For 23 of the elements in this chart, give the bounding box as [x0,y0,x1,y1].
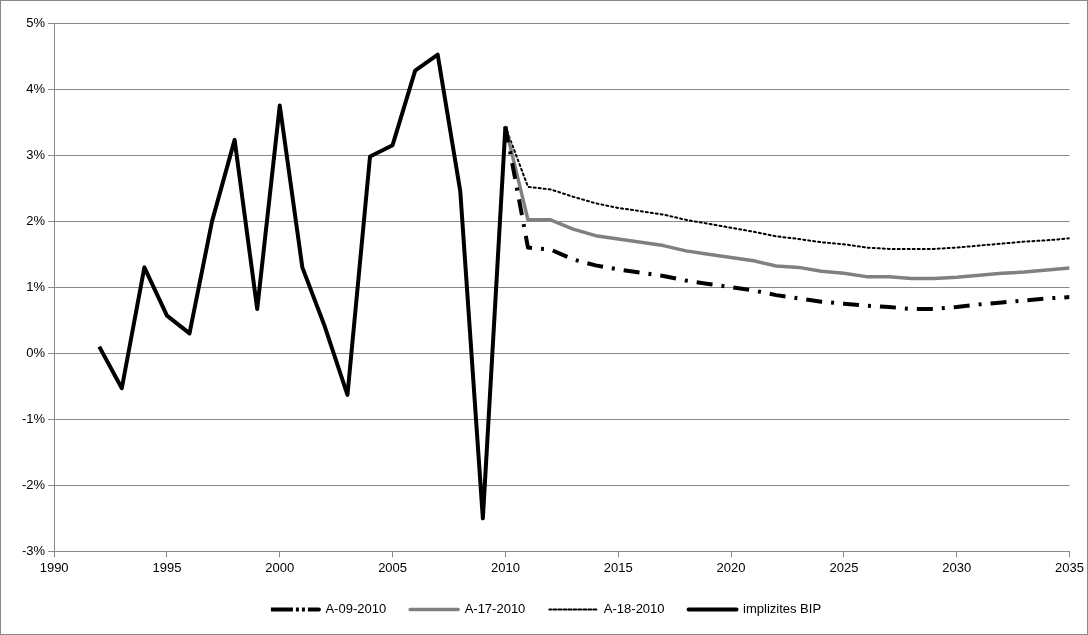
legend-label: A-17-2010 [464,601,526,617]
legend-label: A-09-2010 [325,601,387,617]
x-tick-label: 2010 [490,559,520,575]
x-tick-label: 1995 [152,559,182,575]
x-tick-label: 2030 [942,559,972,575]
y-tick-label: 4% [26,80,46,96]
legend-label: implizites BIP [743,601,822,617]
x-tick-label: 2035 [1055,559,1084,575]
x-tick-label: 1990 [39,559,69,575]
y-tick-label: 2% [26,212,46,228]
x-tick-label: 2005 [378,559,408,575]
x-tick-label: 2025 [829,559,859,575]
y-tick-label: 3% [26,146,46,162]
x-tick-label: 2020 [716,559,746,575]
y-tick-label: 5% [26,14,46,30]
legend-label: A-18-2010 [603,601,665,617]
y-tick-label: 1% [26,278,46,294]
y-tick-label: -3% [21,542,46,558]
y-tick-label: -2% [21,476,46,492]
x-tick-label: 2015 [603,559,633,575]
y-tick-label: 0% [26,344,46,360]
y-tick-label: -1% [21,410,46,426]
x-tick-label: 2000 [265,559,295,575]
